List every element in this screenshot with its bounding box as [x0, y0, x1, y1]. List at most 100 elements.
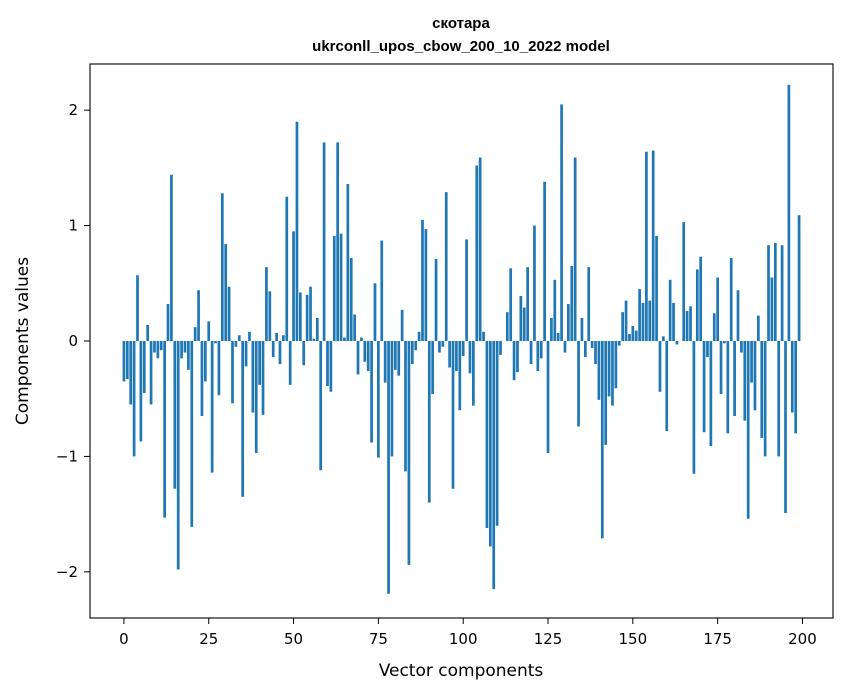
bar: [349, 257, 353, 341]
bar: [224, 244, 228, 341]
bar: [170, 174, 173, 341]
bar: [553, 279, 557, 341]
bar: [526, 267, 530, 341]
bar: [258, 341, 261, 385]
bar: [780, 245, 784, 341]
bar: [719, 341, 723, 395]
bar: [492, 341, 496, 590]
bar: [567, 304, 570, 341]
bar: [397, 341, 401, 376]
bar: [594, 341, 597, 365]
bar: [129, 341, 133, 405]
bar: [207, 321, 211, 341]
bar: [183, 341, 187, 353]
bar: [621, 312, 625, 341]
bar: [139, 341, 143, 442]
bar: [346, 184, 350, 341]
bar: [431, 341, 435, 395]
bar: [485, 341, 489, 528]
bar: [339, 233, 343, 341]
bar: [414, 341, 418, 351]
bar: [444, 192, 448, 341]
bar: [536, 341, 540, 372]
bar: [322, 142, 326, 341]
bar: [458, 341, 462, 411]
x-tick-label: 0: [119, 630, 129, 648]
bar: [163, 341, 166, 518]
bar: [261, 341, 265, 415]
bar: [441, 341, 445, 347]
bar: [387, 341, 390, 594]
bar: [288, 341, 292, 385]
bar: [787, 84, 791, 342]
bar: [529, 341, 533, 365]
bar: [495, 341, 499, 526]
bar: [336, 142, 340, 341]
chart-title: скотара: [432, 15, 490, 32]
bar: [577, 341, 580, 427]
bar: [563, 341, 567, 353]
bar: [122, 341, 126, 382]
bar: [482, 331, 485, 341]
bar: [200, 341, 204, 417]
bar: [726, 341, 730, 434]
bar: [417, 331, 421, 341]
bar: [312, 338, 316, 341]
chart-subtitle: ukrconll_upos_cbow_200_10_2022 model: [312, 38, 610, 55]
bar: [546, 341, 550, 453]
x-tick-label: 25: [199, 630, 218, 648]
bar: [763, 341, 767, 457]
bar: [512, 341, 516, 381]
bar: [404, 341, 407, 472]
bar: [227, 286, 231, 341]
bar: [716, 277, 719, 341]
bar: [295, 121, 299, 342]
bar: [760, 341, 764, 438]
bar: [682, 222, 686, 341]
bar: [641, 302, 645, 341]
bar: [315, 317, 319, 341]
bar: [427, 341, 431, 503]
bar: [305, 294, 309, 341]
bar: [156, 341, 160, 359]
bar: [773, 242, 777, 341]
bar: [539, 341, 543, 359]
bar: [400, 309, 404, 341]
bar: [271, 341, 275, 358]
bar: [241, 341, 245, 497]
bar: [132, 341, 136, 457]
bar: [611, 341, 614, 406]
bar: [136, 275, 139, 341]
bar: [543, 181, 546, 341]
bar: [580, 317, 584, 341]
bar: [275, 332, 278, 341]
bar: [166, 304, 170, 341]
bar: [740, 341, 743, 353]
bar: [777, 341, 781, 457]
bar: [672, 302, 675, 341]
bar: [393, 341, 397, 370]
bar: [499, 341, 502, 355]
bar: [583, 341, 587, 358]
bar: [614, 341, 618, 389]
bar: [468, 341, 472, 374]
bar: [465, 239, 468, 341]
bar: [421, 219, 424, 341]
bar: [302, 341, 306, 366]
bar: [265, 267, 268, 341]
bar: [329, 341, 333, 392]
bar: [377, 341, 380, 458]
bar: [197, 290, 200, 341]
bar: [634, 330, 638, 341]
bar: [180, 341, 183, 359]
bar: [285, 196, 289, 341]
bar: [390, 341, 394, 457]
bar: [753, 341, 757, 411]
bar: [587, 267, 591, 341]
bar: [380, 240, 384, 341]
bar: [692, 341, 696, 474]
y-tick-label: −1: [56, 447, 78, 465]
bar: [665, 341, 669, 432]
plot-frame: [89, 63, 834, 619]
bar: [353, 314, 356, 341]
